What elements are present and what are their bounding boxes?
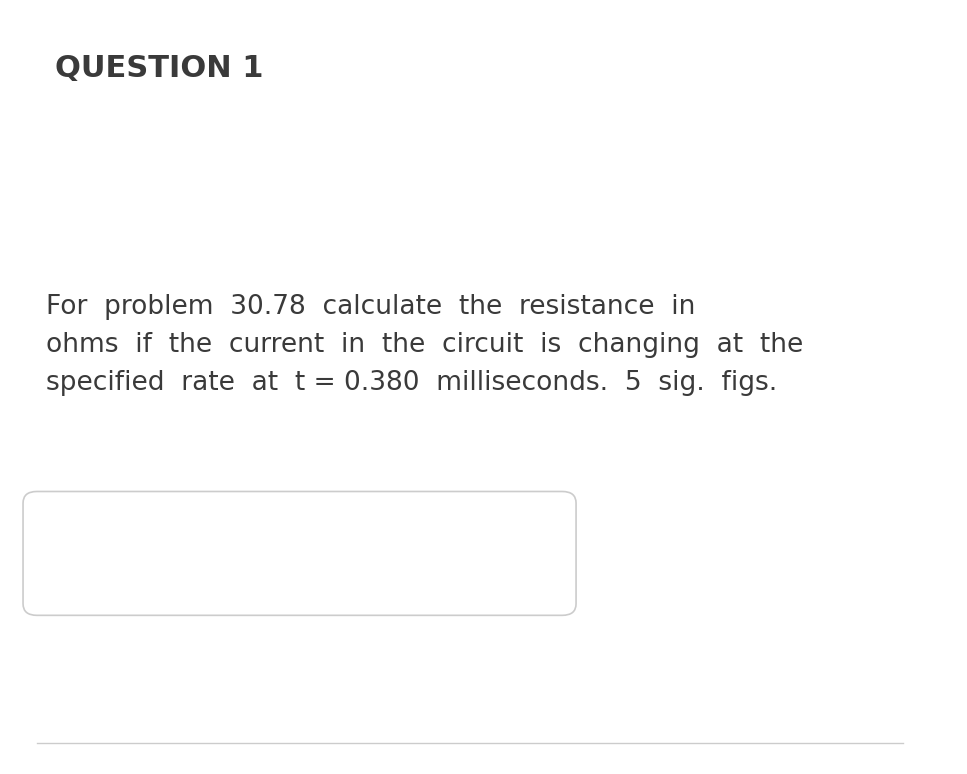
Text: QUESTION 1: QUESTION 1	[55, 54, 264, 83]
Text: For  problem  30.78  calculate  the  resistance  in
ohms  if  the  current  in  : For problem 30.78 calculate the resistan…	[46, 294, 804, 396]
FancyBboxPatch shape	[23, 491, 576, 615]
